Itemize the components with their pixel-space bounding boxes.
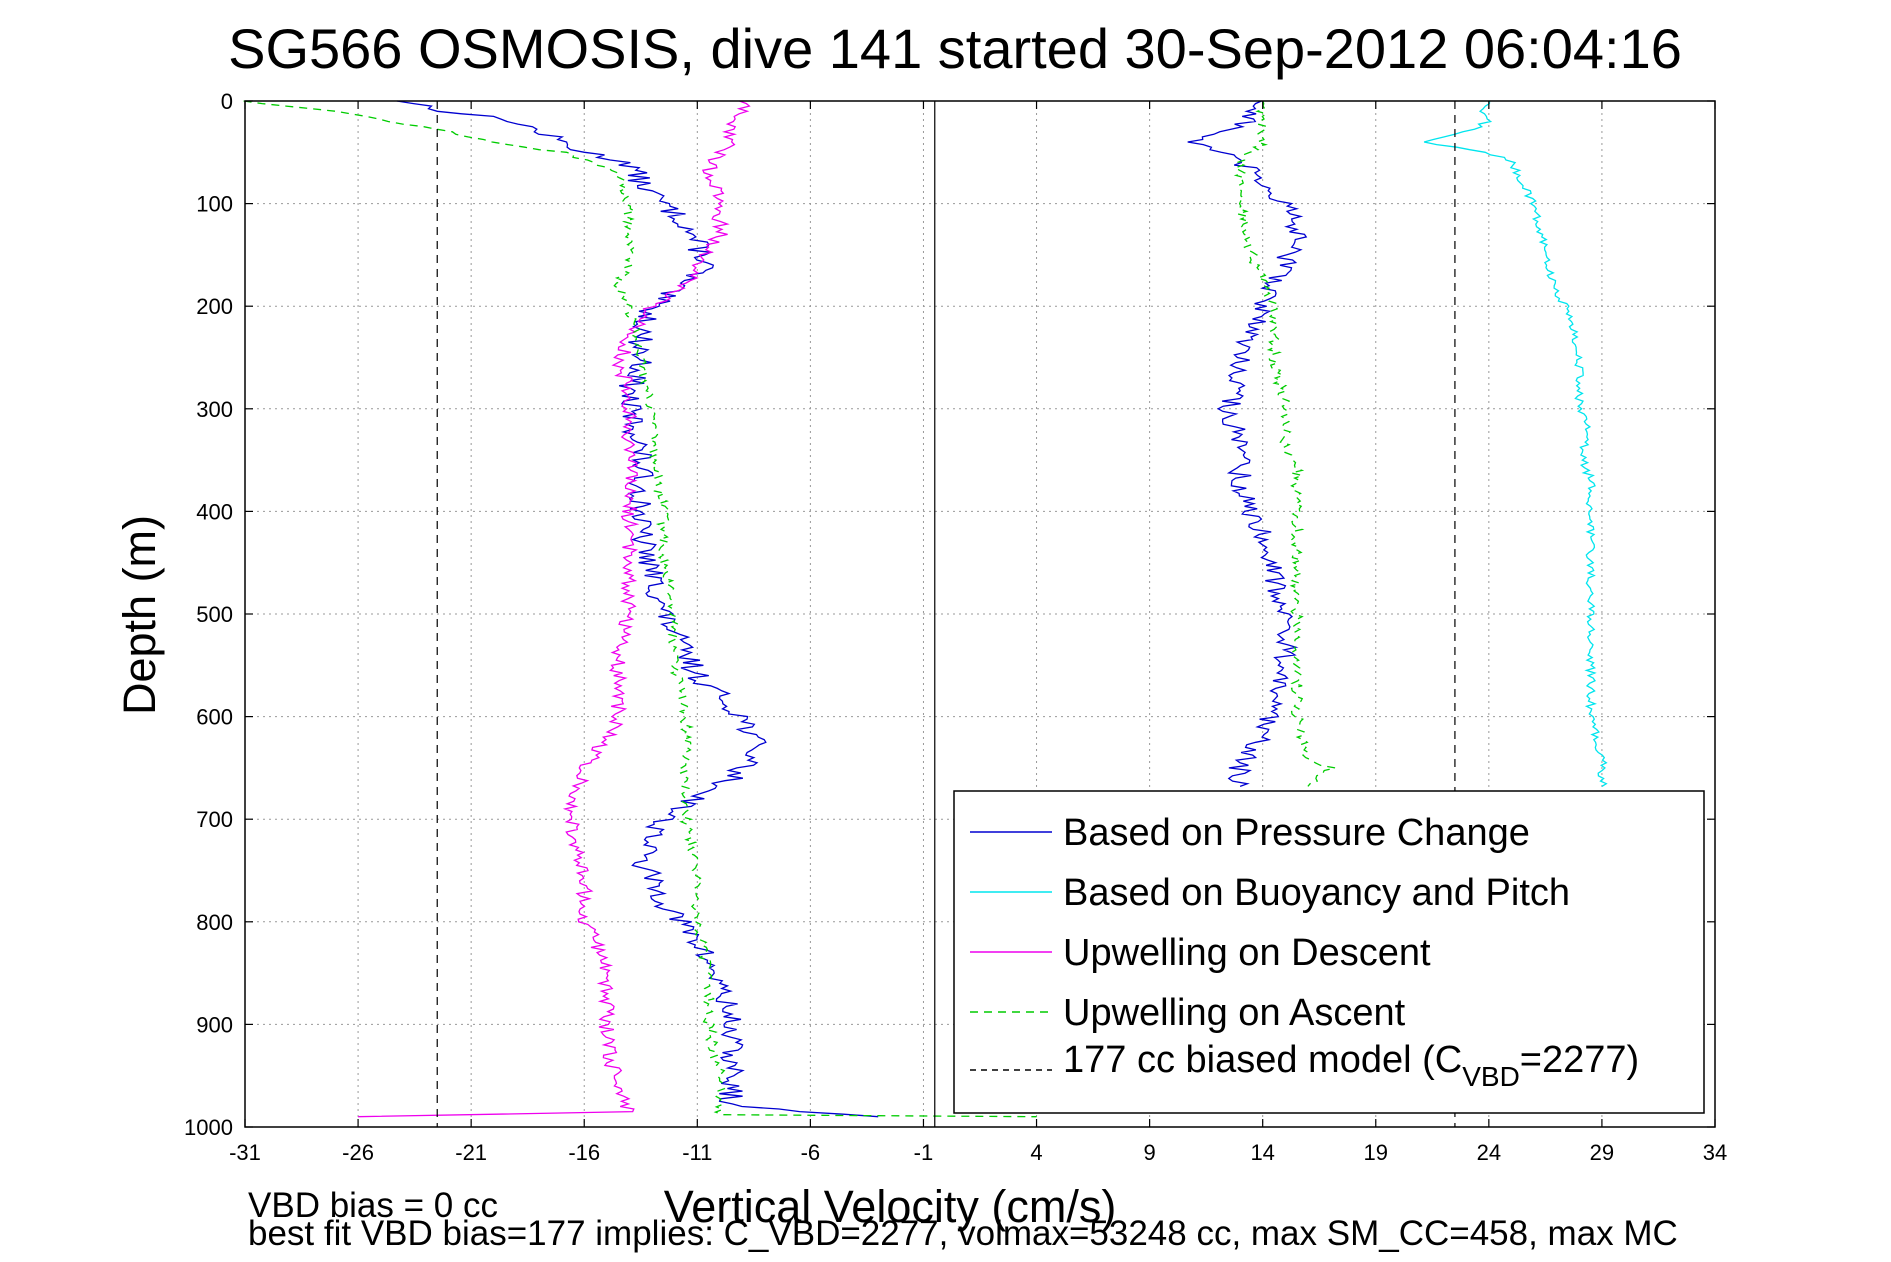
x-tick-label: 34 — [1703, 1140, 1727, 1165]
legend-label-ascent: Upwelling on Ascent — [1063, 992, 1406, 1034]
legend-label-model-sub: VBD — [1462, 1061, 1520, 1092]
x-tick-label: -26 — [342, 1140, 374, 1165]
legend-label-model: 177 cc biased model (CVBD=2277) — [1063, 1039, 1639, 1092]
x-tick-label: -21 — [455, 1140, 487, 1165]
y-tick-label: 1000 — [184, 1115, 233, 1140]
plot-series — [243, 100, 1608, 1118]
y-tick-label: 600 — [196, 705, 233, 730]
x-tick-label: 19 — [1364, 1140, 1388, 1165]
y-tick-label: 300 — [196, 397, 233, 422]
y-tick-label: 800 — [196, 910, 233, 935]
legend-label-model-suffix: =2277) — [1520, 1039, 1639, 1081]
legend-label-model-main: 177 cc biased model (C — [1063, 1039, 1462, 1081]
x-tick-label: -11 — [682, 1140, 712, 1165]
y-axis-ticks: 0 100 200 300 400 500 600 700 800 900 1000 — [184, 89, 1715, 1140]
y-tick-label: 700 — [196, 807, 233, 832]
vbd-bias-note: VBD bias = 0 cc — [248, 1186, 498, 1225]
x-axis-ticks: -31 -26 -21 -16 -11 -6 -1 4 9 14 19 24 29 34 — [229, 101, 1727, 1165]
x-tick-label: -1 — [914, 1140, 934, 1165]
series-line — [396, 100, 879, 1118]
legend-box — [953, 790, 1705, 1114]
series-line — [1187, 100, 1308, 788]
y-tick-label: 100 — [196, 192, 233, 217]
x-tick-label: 29 — [1590, 1140, 1614, 1165]
legend: Based on Pressure Change Based on Buoyan… — [953, 790, 1705, 1114]
x-tick-label: -6 — [801, 1140, 821, 1165]
legend-label-buoyancy: Based on Buoyancy and Pitch — [1063, 872, 1570, 914]
y-axis-label: Depth (m) — [114, 515, 165, 715]
y-tick-label: 500 — [196, 602, 233, 627]
y-tick-label: 900 — [196, 1012, 233, 1037]
y-tick-label: 400 — [196, 499, 233, 524]
legend-label-pressure: Based on Pressure Change — [1063, 812, 1530, 854]
series-line — [243, 100, 1037, 1118]
x-tick-label: 24 — [1477, 1140, 1501, 1165]
chart-title: SG566 OSMOSIS, dive 141 started 30-Sep-2… — [228, 17, 1682, 80]
x-tick-label: -16 — [568, 1140, 600, 1165]
x-axis-label: Vertical Velocity (cm/s) — [664, 1181, 1117, 1232]
series-line — [1233, 100, 1336, 787]
x-tick-label: 9 — [1143, 1140, 1155, 1165]
x-tick-label: -31 — [229, 1140, 261, 1165]
x-tick-label: 4 — [1030, 1140, 1042, 1165]
series-line — [1423, 100, 1608, 787]
series-line — [358, 100, 751, 1118]
y-tick-label: 0 — [221, 89, 233, 114]
best-fit-note: best fit VBD bias=177 implies: C_VBD=227… — [248, 1214, 1678, 1253]
legend-label-descent: Upwelling on Descent — [1063, 932, 1431, 974]
x-tick-label: 14 — [1250, 1140, 1274, 1165]
y-tick-label: 200 — [196, 294, 233, 319]
